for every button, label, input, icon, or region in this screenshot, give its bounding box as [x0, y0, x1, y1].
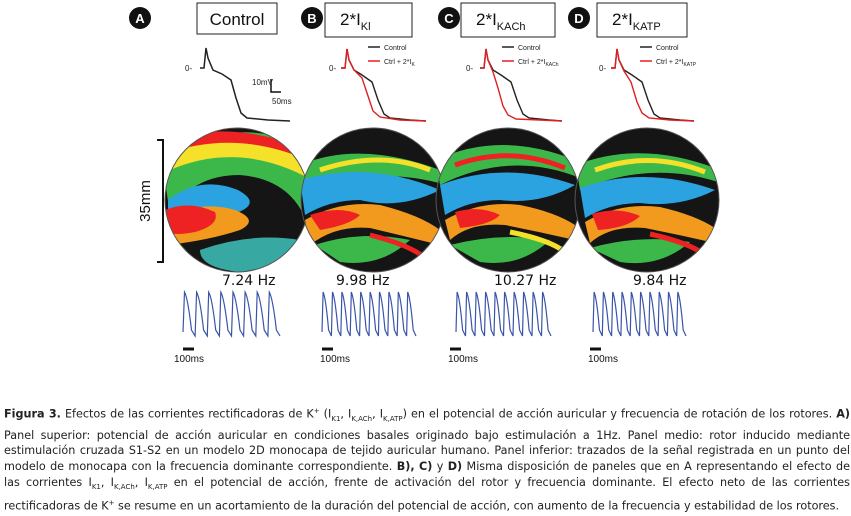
panel-c-frequency: 10.27 Hz: [494, 273, 556, 289]
panel-d-label: 2*IKATP: [596, 2, 688, 38]
svg-text:Ctrl + 2*IKACh: Ctrl + 2*IKACh: [518, 59, 559, 68]
figure-caption: Figura 3. Efectos de las corrientes rect…: [4, 407, 851, 513]
panel-b-label: 2*IKl: [324, 2, 413, 38]
panel-a-action-potential: 0- 10mV 50ms: [185, 47, 292, 122]
panel-c-action-potential: 0- Control Ctrl + 2*IKACh: [466, 45, 563, 122]
panel-d-signal-trace: [592, 291, 687, 337]
svg-text:0-: 0-: [599, 64, 606, 73]
panel-c-header: C 2*IKACh: [438, 2, 556, 38]
svg-text:2*IKATP: 2*IKATP: [612, 10, 661, 33]
svg-text:10mV: 10mV: [252, 78, 274, 87]
panel-c-signal-trace: [455, 291, 552, 337]
panel-d-time-scale: 100ms: [588, 347, 618, 365]
panel-d-rotor: [575, 128, 719, 272]
panel-a-rotor: [165, 128, 309, 272]
panel-c-legend: Control Ctrl + 2*IKACh: [502, 45, 559, 68]
panel-b-header: B 2*IKl: [301, 2, 413, 38]
rotor-size-bracket: 35mm: [137, 139, 164, 263]
panel-a-frequency: 7.24 Hz: [222, 273, 276, 289]
ap-scale-bar: 10mV 50ms: [252, 78, 292, 106]
panel-a-signal-trace: [182, 289, 281, 339]
svg-text:A: A: [135, 11, 145, 26]
svg-text:B: B: [307, 11, 316, 26]
panel-b-action-potential: 0- Control Ctrl + 2*IK: [329, 45, 427, 122]
svg-text:100ms: 100ms: [174, 354, 204, 365]
panel-a-label: Control: [196, 2, 278, 35]
svg-text:2*IKl: 2*IKl: [340, 10, 371, 33]
svg-text:100ms: 100ms: [588, 354, 618, 365]
svg-text:0-: 0-: [329, 64, 336, 73]
svg-text:Ctrl + 2*IK: Ctrl + 2*IK: [384, 59, 415, 68]
panel-c-time-scale: 100ms: [448, 347, 478, 365]
svg-text:Control: Control: [210, 10, 265, 29]
svg-text:0-: 0-: [466, 64, 473, 73]
signal-traces: [182, 289, 687, 339]
svg-text:0-: 0-: [185, 64, 192, 73]
svg-text:50ms: 50ms: [272, 97, 292, 106]
panel-b-rotor: [301, 128, 445, 272]
panel-d-legend: Control Ctrl + 2*IKATP: [640, 45, 697, 68]
panel-c-label: 2*IKACh: [460, 2, 556, 38]
panel-d-header: D 2*IKATP: [568, 2, 688, 38]
svg-text:D: D: [574, 11, 583, 26]
panel-b-signal-trace: [321, 291, 417, 337]
svg-text:Ctrl + 2*IKATP: Ctrl + 2*IKATP: [656, 59, 697, 68]
panel-d-frequency: 9.84 Hz: [633, 273, 687, 289]
panel-b-badge: B: [301, 7, 323, 29]
panel-d-badge: D: [568, 7, 590, 29]
figure-label: Figura 3.: [4, 407, 61, 421]
svg-text:35mm: 35mm: [137, 180, 154, 222]
panel-c-badge: C: [438, 7, 460, 29]
svg-text:Control: Control: [518, 45, 541, 52]
svg-text:Control: Control: [656, 45, 679, 52]
panel-b-frequency: 9.98 Hz: [336, 273, 390, 289]
panel-a-badge: A: [129, 7, 151, 29]
svg-text:2*IKACh: 2*IKACh: [476, 10, 526, 33]
svg-text:100ms: 100ms: [448, 354, 478, 365]
panel-a-time-scale: 100ms: [174, 347, 204, 365]
svg-text:100ms: 100ms: [320, 354, 350, 365]
panel-c-rotor: [436, 128, 580, 272]
panel-b-legend: Control Ctrl + 2*IK: [368, 45, 415, 68]
panel-d-action-potential: 0- Control Ctrl + 2*IKATP: [599, 45, 697, 122]
svg-text:C: C: [444, 11, 454, 26]
panel-b-time-scale: 100ms: [320, 347, 350, 365]
panel-a-header: A Control: [129, 2, 278, 35]
figure-panels: A Control B 2*IKl C 2*IKACh D: [129, 2, 720, 365]
svg-text:Control: Control: [384, 45, 407, 52]
